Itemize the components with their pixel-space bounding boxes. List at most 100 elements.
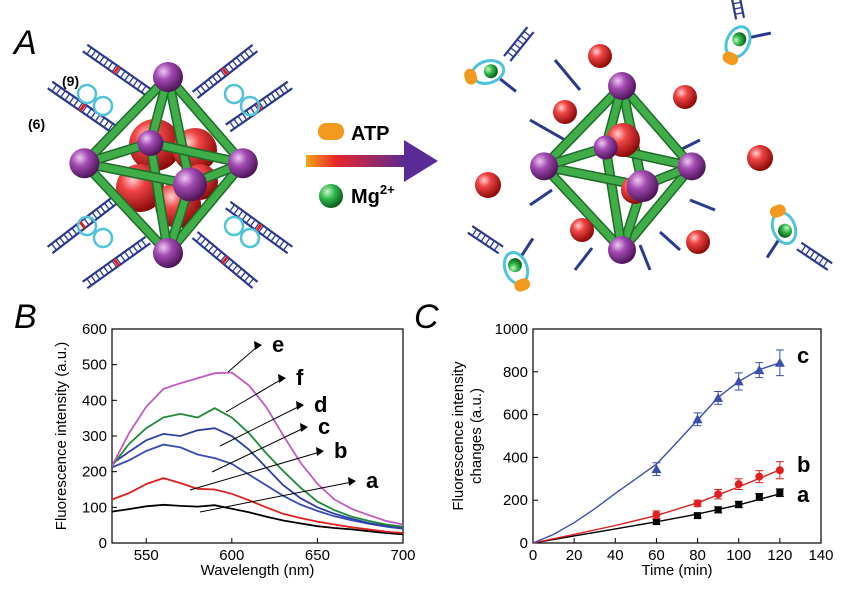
base-pair [128,76,135,84]
base-pair [809,251,816,259]
base-pair [124,73,130,81]
cage-rod [618,162,696,254]
base-pair [274,89,281,98]
base-pair [248,47,254,55]
base-pair [270,92,277,101]
base-pair [278,87,285,95]
base-pair [95,208,102,217]
cargo-sphere [475,172,501,198]
pointer-head-a [348,477,356,486]
base-pair [523,30,531,37]
reaction-arrow [306,140,438,182]
dna-strand [471,225,504,248]
dna-stub [689,198,716,212]
base-pair [480,234,487,242]
base-pair [219,254,227,262]
atp-label: ATP [351,123,390,145]
x-tick-label: 100 [726,547,751,564]
cage-rod [602,144,626,254]
base-pair [241,213,248,221]
cage-vertex [153,62,183,92]
base-pair [128,248,135,256]
base-pair [68,96,75,104]
dna-cage-released [464,0,833,292]
atp-molecule [722,51,739,66]
cage-rod [146,139,247,167]
cage-vertex [677,152,706,181]
series-label-f: f [296,365,304,390]
data-point [775,466,784,475]
cage-vertex [593,135,618,160]
base-pair [489,240,495,248]
series-line-e [112,371,403,526]
panel-a: A (9) (6) ATP Mg2+ [12,0,833,292]
cage-rod [164,73,194,188]
dna-cage-loaded [46,43,293,290]
base-pair [734,12,744,15]
x-tick-label: 40 [607,547,624,564]
dna-strand [467,231,500,255]
y-tick-label: 500 [82,357,107,374]
series-line-f [112,407,403,528]
data-point [651,464,662,474]
base-pair [813,254,820,262]
data-point [713,392,724,402]
base-pair [132,79,139,87]
atp-symbol [318,123,344,140]
pointer-head-b [316,447,324,456]
base-pair [223,258,231,266]
base-pair [278,240,285,248]
pointer-head-d [296,401,304,410]
dna-stub [529,188,553,207]
cage-vertex [608,72,636,100]
base-pair [247,278,255,286]
series-label-b: b [797,452,810,477]
cage-rod [164,73,247,167]
data-point [714,506,722,514]
y-tick-label: 100 [82,499,107,516]
chart-c: 0 20 40 60 80 100 120 140 0 200 400 600 800 1000 Time … [450,321,834,579]
base-pair [208,78,214,87]
base-pair [199,238,207,246]
dna-strand [47,87,114,135]
dna-stub [765,239,780,259]
dna-stub [520,237,535,257]
x-tick-label: 120 [767,547,792,564]
base-pair [471,228,478,237]
base-pair [733,6,743,10]
base-pair [107,263,114,271]
y-tick-label: 0 [99,535,107,552]
base-pair [243,274,251,282]
base-pair [805,248,811,256]
pointer-head-e [254,341,262,350]
dna-marker [221,255,229,265]
hairpin-loop [76,83,98,105]
base-pair [244,50,250,58]
atp-molecule [514,278,531,292]
base-pair [822,259,829,268]
cage-vertex [530,152,559,181]
cage-vertex [153,238,183,268]
base-pair [132,245,139,253]
data-point [735,500,743,508]
pointer-line-f [225,378,283,413]
base-pair [107,123,114,131]
base-pair [270,234,277,242]
y-tick-label: 400 [503,449,528,466]
strand-label-9: (9) [62,73,79,89]
cargo-sphere [673,85,697,109]
cargo-sphere [570,218,594,242]
mg-ion [778,223,793,238]
cage-vertex [608,236,636,264]
x-tick-label: 20 [566,547,583,564]
series-line-b [112,477,403,534]
y-tick-label: 400 [82,392,107,409]
x-tick-label: 140 [808,547,833,564]
base-pair [204,82,210,90]
base-pair [103,120,110,128]
hairpin-loop [239,95,261,117]
dna-stub [573,247,594,271]
panel-label-b: B [14,298,37,336]
dna-strand [503,26,529,57]
base-pair [476,231,482,239]
